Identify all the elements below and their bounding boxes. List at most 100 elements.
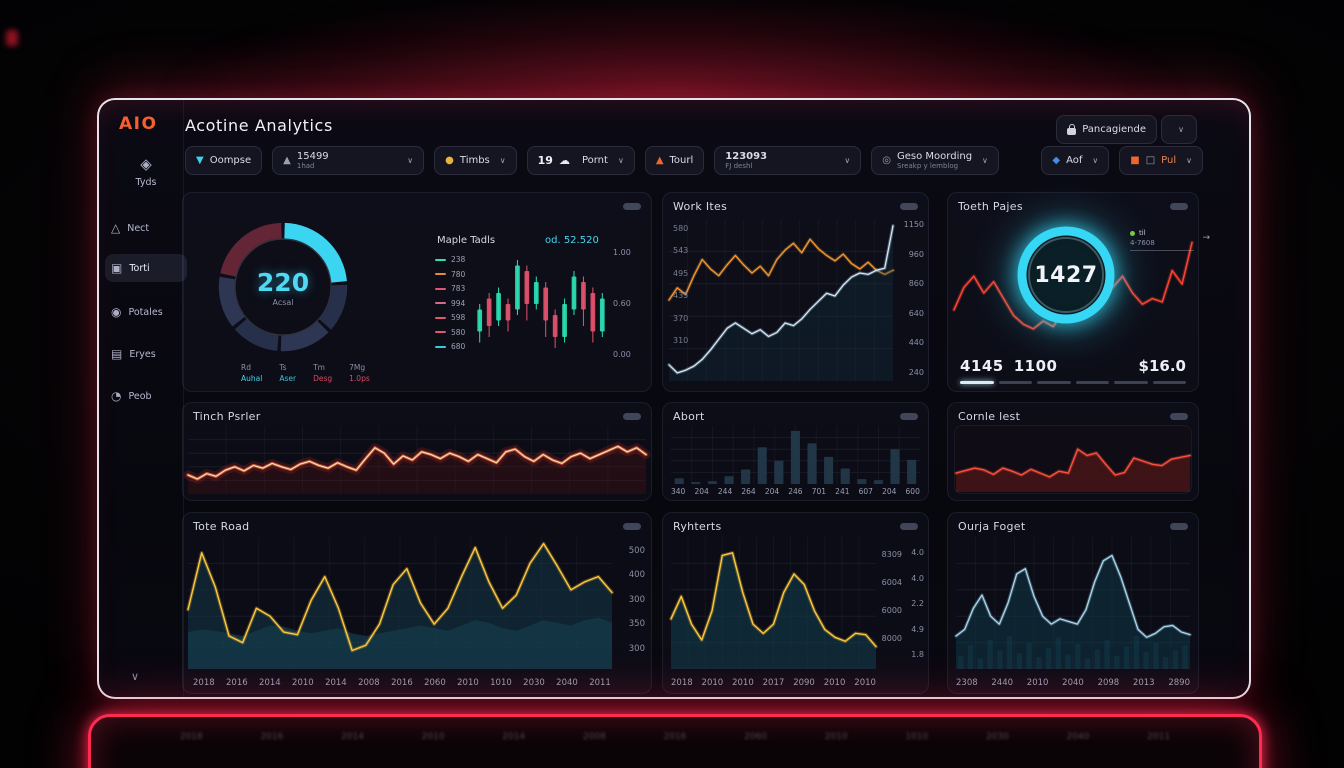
sidebar-item-nect[interactable]: △ Nect — [105, 214, 187, 242]
stat-value: $16.0 — [1138, 357, 1186, 375]
sidebar-item-tyds[interactable]: ◈ Tyds — [105, 148, 187, 195]
axis-tick: 543 — [673, 246, 689, 256]
axis-tick: 2016 — [226, 678, 248, 688]
id-select[interactable]: 123093 FJ deshl ∨ — [714, 145, 862, 175]
axis-tick: 2010 — [701, 678, 724, 688]
arrow-right-icon: → — [1202, 233, 1210, 243]
pornt-select[interactable]: 19 ☁ Pornt ∨ — [526, 145, 635, 175]
axis-tick: 300 — [628, 594, 645, 605]
sidebar-item-eryes[interactable]: ▤ Eryes — [105, 340, 187, 368]
axis-tick: 6004 — [881, 578, 902, 587]
axis-tick: 2030 — [523, 678, 545, 688]
progress-segment — [1114, 381, 1148, 384]
legend-value: 580 — [451, 327, 466, 337]
reflected-axis: 2018 2016 2014 2010 2014 2008 2016 2060 2010 1010… — [91, 732, 1259, 742]
ghost-tick: 2014 — [341, 732, 364, 742]
y-axis-left: 580 543 495 435 370 310 — [673, 225, 688, 345]
ghost-tick: 2008 — [582, 732, 606, 742]
aof-select[interactable]: ◆ Aof ∨ — [1041, 145, 1110, 175]
axis-tick: 2060 — [424, 678, 446, 688]
panel-menu-button[interactable] — [623, 523, 641, 530]
legend-value: Desg — [313, 374, 333, 383]
panel-menu-button[interactable] — [623, 203, 641, 210]
mountain-icon: ▲ — [283, 154, 291, 166]
axis-tick: 2.2 — [911, 599, 924, 608]
panel-menu-button[interactable] — [1170, 523, 1188, 530]
axis-tick: 2010 — [823, 678, 846, 688]
toeth-pajes-panel: Toeth Pajes 1427 til 4-7608 → 4145 1100 … — [947, 192, 1210, 392]
axis-tick: 340 — [671, 487, 686, 496]
tourl-button[interactable]: ▲ Tourl — [644, 145, 705, 175]
axis-tick: 2008 — [358, 678, 380, 688]
axis-tick: 204 — [764, 487, 780, 496]
axis-tick: 0.00 — [613, 350, 631, 359]
panel-title: Cornle lest — [958, 410, 1021, 423]
donut-chart — [218, 222, 348, 352]
axis-tick: 244 — [717, 487, 733, 496]
header-dropdown-button[interactable]: ∨ — [1161, 115, 1197, 144]
legend-value: 780 — [451, 269, 466, 279]
axis-tick: 2440 — [991, 678, 1014, 688]
axis-tick: 2040 — [1062, 678, 1084, 688]
progress-segment — [1037, 381, 1071, 384]
panel-title: Abort — [673, 410, 705, 423]
ghost-tick: 2010 — [421, 732, 445, 742]
stat-value: 4145 — [960, 357, 1004, 375]
button-sublabel: FJ deshl — [725, 161, 753, 170]
tooltip-value: 4-7608 — [1130, 239, 1155, 247]
panel-menu-button[interactable] — [623, 413, 641, 420]
axis-tick: 350 — [628, 619, 645, 630]
candle-chart-badge: od. 52.520 — [545, 235, 599, 246]
progress-segment — [1075, 381, 1109, 384]
axis-tick: 310 — [673, 335, 689, 345]
tote-road-panel: Tote Road 500 400 300 350 300 2018 2016 2014 20… — [182, 512, 652, 694]
chevron-down-icon[interactable]: ∨ — [131, 670, 140, 683]
legend-item: 238 — [435, 255, 465, 264]
legend-value: 680 — [451, 342, 466, 351]
sidebar-item-potales[interactable]: ◉ Potales — [105, 298, 187, 326]
monitoring-select[interactable]: ◎ Geso Moording Sreakp y lemblog ∨ — [871, 145, 999, 175]
panel-menu-button[interactable] — [900, 203, 918, 210]
chevron-down-icon: ∨ — [407, 155, 414, 165]
work-ites-panel: Work Ites 580 543 495 435 370 310 1150 960 860 6… — [662, 192, 929, 392]
legend-item: Ts Aser — [279, 363, 296, 383]
cornle-lest-panel: Cornle lest — [947, 402, 1199, 501]
button-label: 15499 — [296, 150, 329, 162]
panel-title: Work Ites — [673, 200, 728, 213]
neon-reflection: 2018 2016 2014 2010 2014 2008 2016 2060 2010 1010… — [88, 714, 1262, 768]
legend-item: 680 — [435, 342, 465, 351]
panel-menu-button[interactable] — [900, 413, 918, 420]
layers-icon: □ — [1145, 154, 1156, 166]
panel-menu-button[interactable] — [1170, 203, 1188, 210]
axis-tick: 2011 — [589, 678, 611, 688]
sidebar-item-label: Tyds — [135, 177, 157, 188]
candle-legend: 238 780 783 994 — [435, 255, 465, 351]
legend-swatch — [435, 316, 446, 319]
lock-icon — [1067, 123, 1077, 135]
app-logo: AIO — [119, 114, 158, 134]
ryhterts-panel: Ryhterts 8309 6004 6000 8000 4.0 4.0 2.2 4.9 1.… — [662, 512, 929, 694]
legend-value: 783 — [451, 284, 466, 293]
axis-tick: 495 — [673, 268, 689, 278]
axis-tick: 2018 — [671, 678, 693, 688]
privacy-button[interactable]: Pancagiende — [1056, 115, 1157, 144]
axis-tick: 440 — [908, 338, 924, 348]
axis-tick: 1.8 — [911, 650, 924, 659]
toolbar: ▼ Oompse ▲ 15499 1had ∨ ● Timbs ∨ 19 ☁ P… — [185, 145, 1203, 175]
chevron-down-icon: ∨ — [1092, 155, 1099, 165]
ourja-foget-chart — [956, 537, 1190, 669]
axis-tick: 1010 — [490, 678, 512, 688]
sidebar-item-torti[interactable]: ▣ Torti — [105, 254, 187, 282]
pul-select[interactable]: ■ □ Pul ∨ — [1119, 145, 1203, 175]
panel-menu-button[interactable] — [1170, 413, 1188, 420]
range-select[interactable]: ▲ 15499 1had ∨ — [272, 145, 425, 175]
timbs-select[interactable]: ● Timbs ∨ — [434, 145, 517, 175]
flame-icon: ▲ — [655, 154, 664, 166]
legend-item: Rd Auhal — [241, 363, 262, 383]
axis-tick: 400 — [628, 570, 645, 581]
oompse-button[interactable]: ▼ Oompse — [185, 145, 263, 175]
axis-tick: 240 — [908, 367, 924, 377]
panel-menu-button[interactable] — [900, 523, 918, 530]
axis-tick: 2014 — [259, 678, 281, 688]
sidebar-item-peob[interactable]: ◔ Peob — [105, 382, 187, 410]
